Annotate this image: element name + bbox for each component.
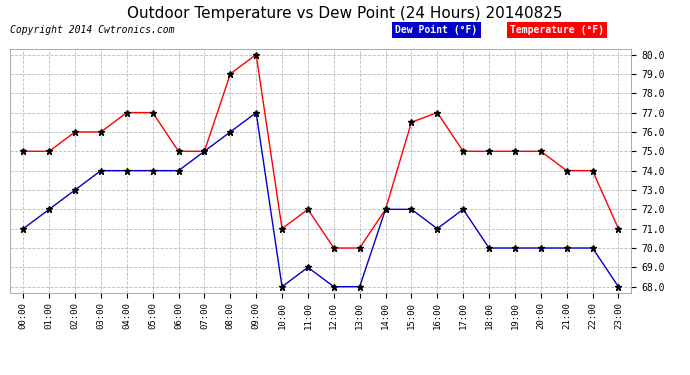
- Text: Copyright 2014 Cwtronics.com: Copyright 2014 Cwtronics.com: [10, 26, 175, 35]
- Text: Outdoor Temperature vs Dew Point (24 Hours) 20140825: Outdoor Temperature vs Dew Point (24 Hou…: [127, 6, 563, 21]
- Text: Dew Point (°F): Dew Point (°F): [395, 26, 477, 35]
- Text: Temperature (°F): Temperature (°F): [511, 26, 604, 35]
